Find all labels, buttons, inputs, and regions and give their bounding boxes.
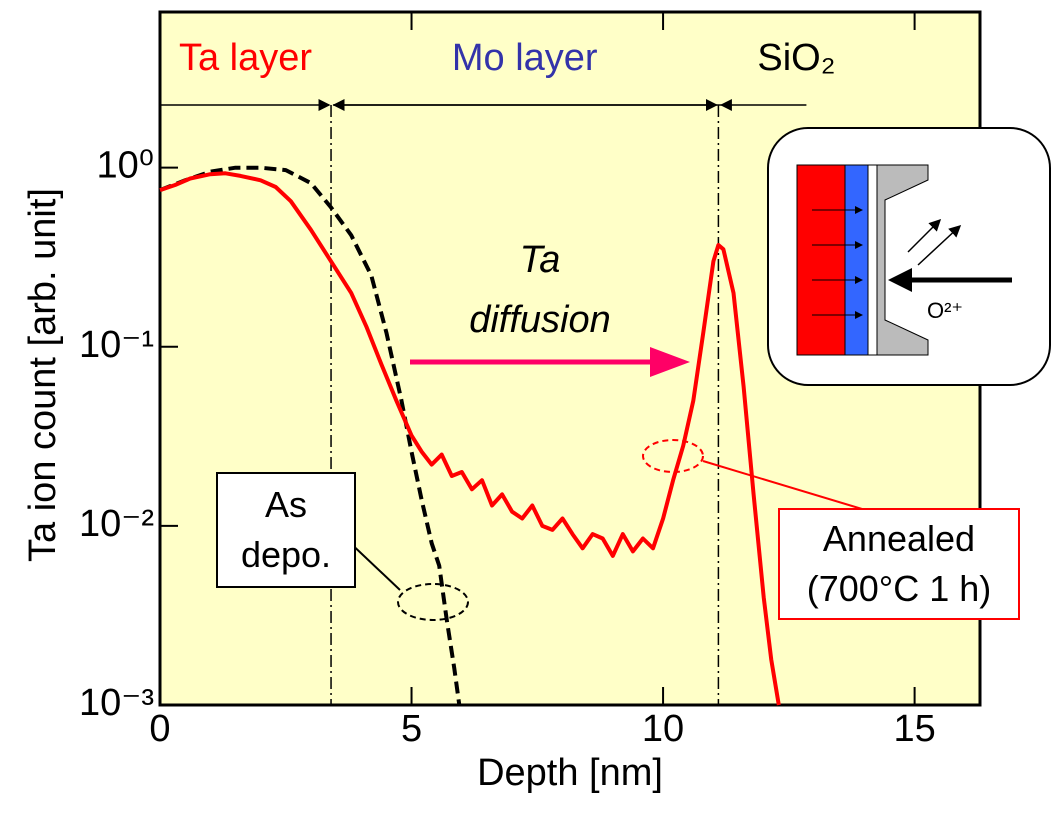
x-axis-label: Depth [nm] <box>477 752 663 794</box>
annotation: Ta <box>520 239 561 281</box>
y-tick-label: 10⁻³ <box>79 682 154 724</box>
arrow <box>907 218 942 253</box>
y-axis-label: Ta ion count [arb. unit] <box>22 188 64 562</box>
x-tick-label: 5 <box>401 708 422 750</box>
leader <box>702 460 863 510</box>
legend-as-depo: As depo. <box>216 472 356 588</box>
holder <box>876 164 929 356</box>
highlight <box>397 583 469 621</box>
ta-layer <box>796 164 846 356</box>
mo-layer <box>844 164 869 356</box>
arrow <box>917 224 962 266</box>
y-tick-label: 10⁰ <box>96 145 154 187</box>
inset-label: O²⁺ <box>927 298 963 323</box>
inset: O²⁺ <box>767 127 1051 386</box>
sio2-layer <box>867 164 878 356</box>
x-tick-label: 0 <box>149 708 170 750</box>
region-label: Mo layer <box>452 37 598 79</box>
region-label: Ta layer <box>179 37 312 79</box>
y-tick-label: 10⁻¹ <box>79 324 154 366</box>
highlight <box>642 439 704 473</box>
series-line <box>159 171 781 706</box>
legend-label: Annealed <box>822 518 976 559</box>
x-tick-label: 10 <box>642 708 684 750</box>
diffusion-arrow-head <box>650 347 690 377</box>
region-label: SiO₂ <box>757 37 835 79</box>
legend-annealed: Annealed (700°C 1 h) <box>778 508 1020 620</box>
arrow-head <box>888 268 912 292</box>
annotation: diffusion <box>469 299 611 341</box>
annotation: (700°C 1 h) <box>806 568 992 609</box>
series-line <box>159 165 462 706</box>
x-tick-label: 15 <box>893 708 935 750</box>
legend-label: As depo. <box>240 484 332 575</box>
y-tick-label: 10⁻² <box>79 503 154 545</box>
